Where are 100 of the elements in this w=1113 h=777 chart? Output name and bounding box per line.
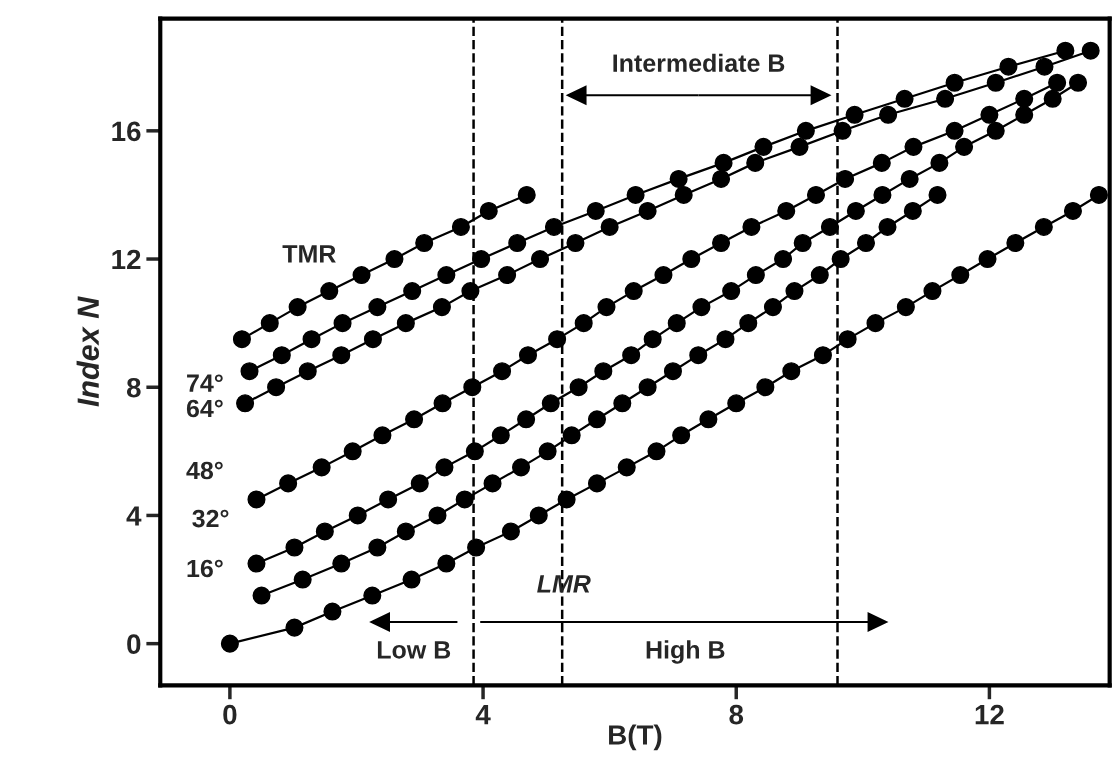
point (312, 458, 331, 477)
point (463, 378, 482, 397)
point (626, 185, 645, 204)
y-axis-title: Index N (76, 296, 100, 407)
annotation: 64° (186, 399, 223, 418)
annotation: Low B (377, 641, 451, 659)
point (986, 73, 1005, 92)
point (763, 298, 782, 317)
x-tick-label: 8 (729, 704, 744, 725)
point (512, 458, 531, 477)
point (396, 522, 415, 541)
point (541, 394, 560, 413)
point (945, 121, 964, 140)
point (900, 169, 919, 188)
point (1015, 105, 1034, 124)
point (385, 250, 404, 269)
point (455, 490, 474, 509)
point (368, 538, 387, 557)
point (557, 490, 576, 509)
point (845, 105, 864, 124)
point (517, 410, 536, 429)
point (722, 282, 741, 301)
point (813, 346, 832, 365)
point (587, 474, 607, 493)
point (465, 442, 484, 461)
annotation: TMR (282, 245, 336, 263)
point (663, 362, 682, 381)
point (978, 250, 997, 269)
point (288, 298, 307, 317)
y-tick-label: 0 (127, 634, 141, 654)
point (785, 282, 804, 301)
point (895, 89, 914, 108)
point (518, 346, 538, 365)
point (654, 266, 673, 285)
point (315, 522, 334, 541)
point (403, 282, 422, 301)
point (236, 394, 255, 413)
point (562, 426, 581, 445)
point (945, 73, 964, 92)
point (247, 554, 266, 573)
point (714, 153, 733, 172)
point (793, 233, 812, 253)
x-tick-label: 4 (475, 705, 491, 725)
point (285, 618, 304, 637)
point (739, 314, 758, 333)
point (790, 137, 809, 156)
point (774, 250, 793, 269)
point (692, 298, 711, 317)
point (638, 201, 657, 220)
point (903, 201, 922, 220)
point (548, 330, 567, 349)
point (928, 185, 947, 204)
point (643, 330, 662, 349)
x-tick-label: 0 (223, 704, 237, 725)
point (267, 378, 286, 397)
point (501, 522, 520, 541)
y-tick-label: 8 (126, 377, 141, 398)
point (252, 586, 271, 605)
point (600, 217, 619, 237)
point (373, 426, 392, 445)
point (433, 394, 452, 413)
point (689, 346, 708, 365)
point (1056, 41, 1075, 60)
point (435, 458, 454, 477)
point (240, 362, 259, 381)
point (402, 570, 421, 589)
point (566, 233, 585, 253)
point (756, 378, 775, 397)
point (363, 586, 382, 605)
point (667, 314, 686, 333)
annotation: High B (646, 640, 725, 664)
point (530, 250, 550, 269)
point (674, 185, 693, 204)
point (348, 506, 367, 525)
point (777, 201, 796, 220)
point (833, 121, 852, 140)
point (437, 554, 456, 573)
annotation: 48° (186, 461, 223, 480)
annotation: 32° (192, 509, 229, 528)
point (544, 217, 563, 237)
point (746, 266, 765, 285)
point (538, 442, 557, 461)
point (279, 474, 298, 493)
point (810, 266, 829, 285)
point (594, 362, 613, 381)
point (428, 506, 447, 525)
point (1081, 41, 1100, 60)
point (872, 153, 891, 172)
point (1043, 89, 1062, 108)
y-tick-label: 12 (112, 249, 141, 270)
point (1015, 89, 1034, 108)
point (437, 266, 456, 285)
point (613, 394, 632, 413)
point (806, 185, 826, 204)
point (483, 474, 502, 493)
point (451, 217, 470, 237)
y-tick-label: 16 (112, 121, 141, 142)
point (669, 169, 688, 188)
point (836, 169, 855, 188)
point (1063, 201, 1082, 220)
